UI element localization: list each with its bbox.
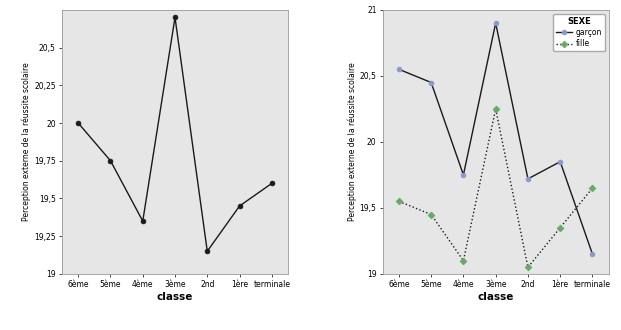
- fille: [427, 213, 435, 216]
- garçon: [395, 67, 402, 71]
- garçon: [492, 21, 499, 25]
- Legend: garçon, fille: garçon, fille: [553, 14, 605, 51]
- Y-axis label: Perception externe de la réussite scolaire: Perception externe de la réussite scolai…: [22, 62, 31, 221]
- garçon: [460, 173, 467, 177]
- fille: [492, 107, 499, 111]
- garçon: [427, 81, 435, 84]
- fille: [460, 259, 467, 263]
- garçon: [589, 252, 596, 256]
- garçon: [556, 160, 564, 164]
- X-axis label: classe: classe: [478, 292, 514, 302]
- X-axis label: classe: classe: [157, 292, 193, 302]
- fille: [524, 265, 532, 269]
- fille: [589, 186, 596, 190]
- Y-axis label: Perception externe de la réussite scolaire: Perception externe de la réussite scolai…: [347, 62, 357, 221]
- fille: [395, 199, 402, 203]
- fille: [556, 226, 564, 230]
- Line: fille: fille: [396, 107, 595, 270]
- Line: garçon: garçon: [396, 21, 595, 256]
- garçon: [524, 177, 532, 181]
